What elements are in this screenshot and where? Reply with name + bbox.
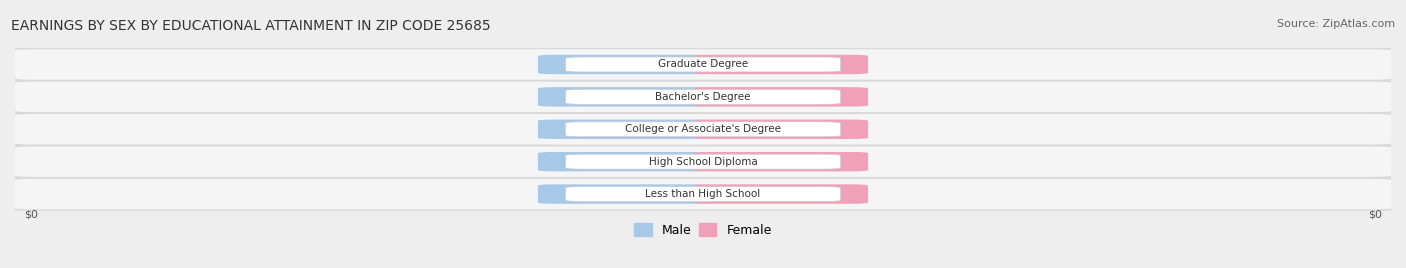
Text: $0: $0 bbox=[775, 189, 787, 199]
FancyBboxPatch shape bbox=[6, 48, 1400, 81]
Text: $0: $0 bbox=[775, 124, 787, 134]
FancyBboxPatch shape bbox=[6, 177, 1400, 211]
Text: $0: $0 bbox=[619, 124, 631, 134]
Text: EARNINGS BY SEX BY EDUCATIONAL ATTAINMENT IN ZIP CODE 25685: EARNINGS BY SEX BY EDUCATIONAL ATTAINMEN… bbox=[11, 19, 491, 33]
Text: College or Associate's Degree: College or Associate's Degree bbox=[626, 124, 780, 134]
Text: $0: $0 bbox=[619, 157, 631, 167]
FancyBboxPatch shape bbox=[15, 49, 1391, 80]
FancyBboxPatch shape bbox=[565, 57, 841, 72]
FancyBboxPatch shape bbox=[15, 146, 1391, 177]
FancyBboxPatch shape bbox=[565, 122, 841, 137]
Text: $0: $0 bbox=[619, 59, 631, 69]
Text: $0: $0 bbox=[619, 92, 631, 102]
FancyBboxPatch shape bbox=[693, 87, 868, 107]
Text: High School Diploma: High School Diploma bbox=[648, 157, 758, 167]
FancyBboxPatch shape bbox=[15, 114, 1391, 144]
Text: $0: $0 bbox=[775, 59, 787, 69]
Legend: Male, Female: Male, Female bbox=[630, 218, 776, 242]
Text: Less than High School: Less than High School bbox=[645, 189, 761, 199]
Text: $0: $0 bbox=[1368, 209, 1382, 219]
FancyBboxPatch shape bbox=[538, 55, 713, 74]
FancyBboxPatch shape bbox=[15, 179, 1391, 209]
Text: $0: $0 bbox=[24, 209, 38, 219]
FancyBboxPatch shape bbox=[6, 113, 1400, 146]
FancyBboxPatch shape bbox=[693, 184, 868, 204]
FancyBboxPatch shape bbox=[693, 152, 868, 172]
FancyBboxPatch shape bbox=[6, 145, 1400, 178]
Text: Bachelor's Degree: Bachelor's Degree bbox=[655, 92, 751, 102]
FancyBboxPatch shape bbox=[15, 82, 1391, 112]
Text: Graduate Degree: Graduate Degree bbox=[658, 59, 748, 69]
FancyBboxPatch shape bbox=[538, 87, 713, 107]
FancyBboxPatch shape bbox=[565, 154, 841, 169]
Text: $0: $0 bbox=[775, 157, 787, 167]
Text: Source: ZipAtlas.com: Source: ZipAtlas.com bbox=[1277, 19, 1395, 29]
Text: $0: $0 bbox=[619, 189, 631, 199]
FancyBboxPatch shape bbox=[538, 184, 713, 204]
FancyBboxPatch shape bbox=[538, 120, 713, 139]
FancyBboxPatch shape bbox=[538, 152, 713, 172]
FancyBboxPatch shape bbox=[565, 90, 841, 104]
Text: $0: $0 bbox=[775, 92, 787, 102]
FancyBboxPatch shape bbox=[693, 120, 868, 139]
FancyBboxPatch shape bbox=[6, 80, 1400, 113]
FancyBboxPatch shape bbox=[565, 187, 841, 202]
FancyBboxPatch shape bbox=[693, 55, 868, 74]
